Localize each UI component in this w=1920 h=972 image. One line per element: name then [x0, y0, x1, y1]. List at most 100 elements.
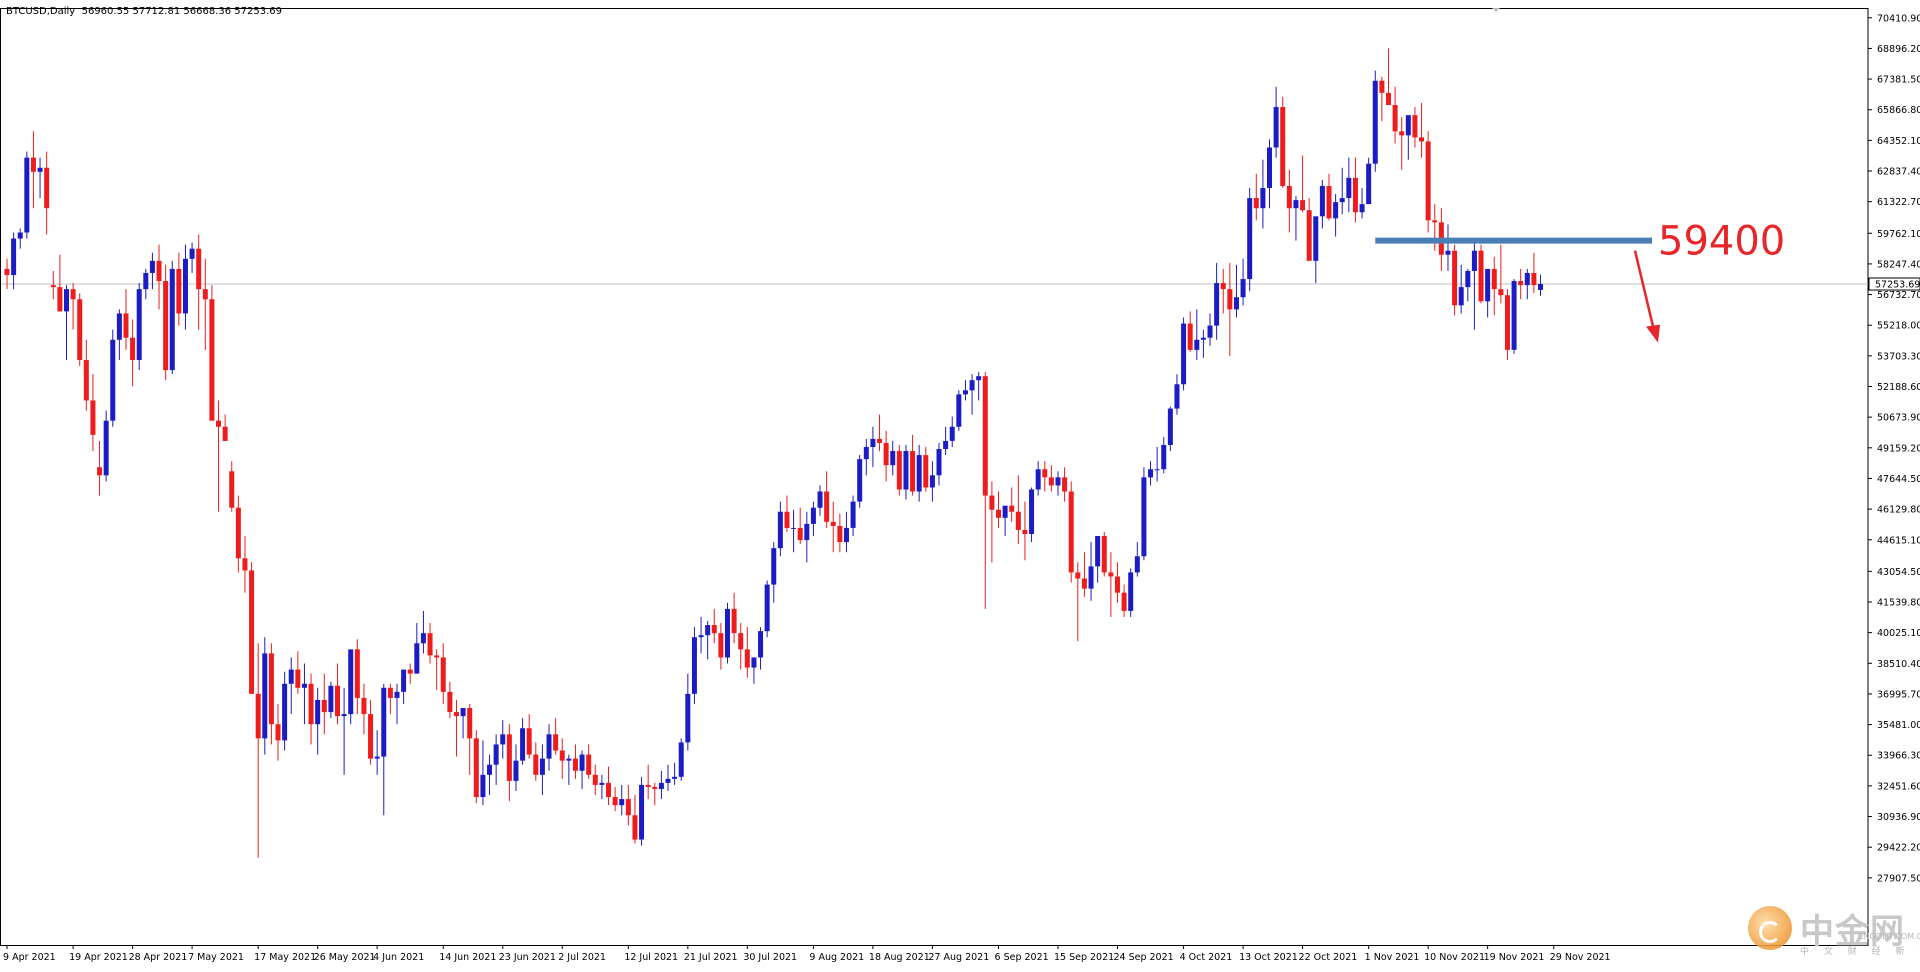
candle-body: [771, 548, 777, 585]
candle-body: [480, 774, 486, 798]
candle-body: [235, 507, 241, 559]
candle-body: [718, 633, 724, 658]
candle-body: [1372, 80, 1378, 164]
y-tick-label: 27907.50: [1877, 873, 1920, 884]
candle-body: [169, 268, 175, 371]
y-tick-label: 32451.60: [1877, 781, 1920, 792]
x-tick-label: 15 Sep 2021: [1054, 952, 1114, 963]
candle-body: [1260, 187, 1266, 209]
candle-body: [1167, 408, 1173, 445]
candle-body: [255, 693, 261, 739]
candle-body: [685, 693, 691, 743]
candle-body: [1088, 566, 1094, 589]
candle-body: [546, 734, 552, 759]
candle-body: [1399, 131, 1405, 136]
plot-frame: [0, 8, 1869, 946]
candle-body: [645, 784, 651, 787]
candle-body: [619, 799, 625, 806]
candle-body: [103, 420, 109, 476]
candle-body: [202, 289, 208, 300]
x-tick-label: 14 Jun 2021: [439, 952, 496, 963]
candle-body: [77, 299, 83, 360]
y-tick-label: 68896.20: [1877, 44, 1920, 55]
candle-body: [1267, 147, 1273, 188]
candle-body: [1538, 284, 1544, 290]
candle-body: [956, 394, 962, 427]
candle-body: [526, 728, 532, 755]
candle-body: [751, 657, 757, 668]
candle-body: [44, 167, 50, 209]
candle-body: [744, 649, 750, 668]
candle-body: [242, 558, 248, 571]
candle-body: [123, 313, 129, 338]
candle-body: [1009, 505, 1015, 512]
down-arrow-shaft: [1633, 250, 1656, 331]
y-tick-label: 36995.70: [1877, 689, 1920, 700]
candle-body: [1352, 177, 1358, 213]
x-tick-label: 12 Jul 2021: [624, 952, 678, 963]
candle-body: [520, 728, 526, 761]
candle-body: [1333, 202, 1339, 219]
candle-body: [163, 281, 169, 371]
candle-body: [599, 782, 605, 785]
candle-body: [394, 691, 400, 698]
candle-body: [427, 633, 433, 656]
y-tick-label: 46129.80: [1877, 505, 1920, 516]
scroll-marker-icon: [1492, 8, 1500, 12]
candle-body: [467, 708, 473, 739]
y-tick-label: 41539.80: [1877, 597, 1920, 608]
candle-body: [407, 669, 413, 674]
candle-body: [381, 687, 387, 757]
candle-body: [949, 426, 955, 441]
candle-body: [90, 400, 96, 435]
candle-body: [1220, 283, 1226, 290]
x-tick-label: 21 Jul 2021: [684, 952, 738, 963]
candle-body: [1385, 92, 1391, 106]
candle-body: [308, 683, 314, 725]
candle-body: [1319, 185, 1325, 217]
candle-body: [1419, 137, 1425, 142]
x-tick-label: 2 Jul 2021: [558, 952, 606, 963]
candle-body: [1062, 477, 1068, 492]
candle-body: [387, 687, 393, 698]
candle-body: [824, 491, 830, 522]
candle-body: [1253, 198, 1259, 209]
x-tick-label: 18 Aug 2021: [869, 952, 930, 963]
candle-body: [566, 758, 572, 761]
candle-body: [976, 376, 982, 381]
candle-body: [764, 584, 770, 632]
candle-body: [1518, 281, 1524, 286]
candle-body: [817, 491, 823, 508]
x-tick-label: 19 Nov 2021: [1484, 952, 1545, 963]
candle-body: [1200, 337, 1206, 340]
candle-body: [368, 714, 374, 759]
watermark-logo: 中金网 CNGOLD.COM.CN 中 文 财 经 新 媒 体: [1748, 902, 1920, 958]
x-tick-label: 27 Aug 2021: [928, 952, 989, 963]
candle-body: [758, 631, 764, 658]
x-tick-label: 30 Jul 2021: [743, 952, 797, 963]
candle-body: [1313, 216, 1319, 261]
candle-body: [1214, 283, 1220, 326]
candle-body: [738, 633, 744, 650]
y-tick-label: 55218.00: [1877, 321, 1920, 332]
ohlc-readout: 56960.55 57712.81 56668.36 57253.69: [81, 6, 282, 17]
candle-body: [335, 685, 340, 717]
y-tick-label: 50673.90: [1877, 413, 1920, 424]
candle-body: [262, 653, 268, 739]
candle-body: [1379, 80, 1385, 93]
candle-body: [877, 438, 883, 443]
candle-body: [63, 289, 69, 312]
candle-body: [857, 459, 863, 502]
candle-body: [506, 734, 512, 781]
candle-body: [1392, 105, 1398, 132]
candle-body: [910, 451, 916, 492]
logo-circle-icon: [1748, 906, 1792, 950]
x-tick-label: 1 Nov 2021: [1365, 952, 1420, 963]
candle-body: [30, 157, 36, 172]
candle-body: [1042, 469, 1048, 478]
candle-body: [295, 669, 301, 688]
candle-body: [1095, 536, 1101, 567]
candle-body: [1293, 200, 1299, 209]
candle-body: [70, 289, 76, 300]
